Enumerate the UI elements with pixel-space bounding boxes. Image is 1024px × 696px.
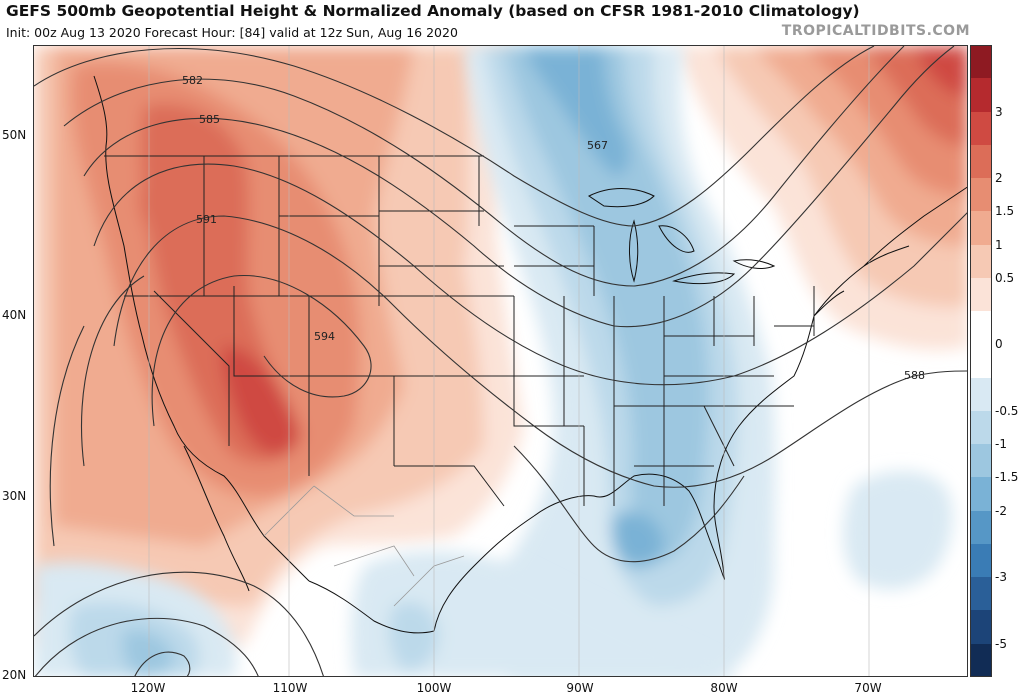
colorbar: 3 2 1.5 1 0.5 0 -0.5 -1 -1.5 -2 -3 -5 bbox=[970, 45, 1022, 678]
colorbar-cell bbox=[970, 344, 992, 379]
colorbar-cell bbox=[970, 643, 992, 678]
contour-label-567: 567 bbox=[587, 139, 608, 152]
colorbar-label: 3 bbox=[995, 104, 1003, 119]
cool-anomaly-south bbox=[34, 471, 953, 676]
colorbar-label: -5 bbox=[995, 636, 1007, 651]
contour-label-594: 594 bbox=[314, 330, 335, 343]
colorbar-label: 2 bbox=[995, 171, 1003, 186]
colorbar-label: 0.5 bbox=[995, 270, 1015, 285]
colorbar-cell bbox=[970, 577, 992, 611]
colorbar-cell bbox=[970, 211, 992, 246]
colorbar-cell bbox=[970, 277, 992, 312]
colorbar-cell bbox=[970, 477, 992, 512]
colorbar-label: -3 bbox=[995, 570, 1007, 585]
colorbar-cell bbox=[970, 410, 992, 445]
lon-label-90w: 90W bbox=[566, 681, 594, 695]
state-borders bbox=[104, 155, 815, 507]
contour-label-582: 582 bbox=[182, 74, 203, 87]
colorbar-cell bbox=[970, 377, 992, 412]
cool-anomaly-east bbox=[464, 46, 776, 676]
anomaly-map: 582 585 591 594 567 588 bbox=[33, 45, 968, 677]
lon-label-120w: 120W bbox=[130, 681, 166, 695]
colorbar-cell bbox=[970, 144, 992, 179]
contour-labels: 582 585 591 594 567 588 bbox=[182, 74, 925, 382]
height-contours bbox=[34, 46, 967, 676]
lon-label-110w: 110W bbox=[272, 681, 308, 695]
lon-label-80w: 80W bbox=[710, 681, 738, 695]
colorbar-label: -2 bbox=[995, 503, 1007, 518]
map-canvas: 582 585 591 594 567 588 bbox=[34, 46, 967, 676]
colorbar-cell bbox=[970, 178, 992, 212]
lat-label-40n: 40N bbox=[2, 308, 27, 322]
lat-label-20n: 20N bbox=[2, 668, 27, 682]
lat-label-50n: 50N bbox=[2, 128, 27, 142]
colorbar-label: -0.5 bbox=[995, 403, 1019, 418]
colorbar-cell bbox=[970, 444, 992, 478]
contour-label-585: 585 bbox=[199, 113, 220, 126]
colorbar-label: -1.5 bbox=[995, 470, 1019, 485]
colorbar-label: -1 bbox=[995, 437, 1007, 452]
warm-anomaly-west bbox=[34, 46, 524, 646]
great-lakes bbox=[588, 188, 776, 285]
forecast-subtitle: Init: 00z Aug 13 2020 Forecast Hour: [84… bbox=[6, 25, 458, 40]
colorbar-cell bbox=[970, 78, 992, 112]
warm-anomaly-northeast bbox=[674, 46, 967, 350]
colorbar-cell bbox=[970, 543, 992, 578]
brand-watermark[interactable]: TROPICALTIDBITS.COM bbox=[781, 23, 970, 39]
lat-label-30n: 30N bbox=[2, 489, 27, 503]
contour-label-591: 591 bbox=[196, 213, 217, 226]
colorbar-label: 1 bbox=[995, 237, 1003, 252]
colorbar-cell bbox=[970, 111, 992, 146]
colorbar-label: 0 bbox=[995, 337, 1003, 352]
colorbar-cell bbox=[970, 610, 992, 645]
lon-label-70w: 70W bbox=[854, 681, 882, 695]
contour-label-588: 588 bbox=[904, 369, 925, 382]
lon-label-100w: 100W bbox=[416, 681, 452, 695]
colorbar-cell bbox=[970, 510, 992, 545]
colorbar-cell bbox=[970, 311, 992, 345]
colorbar-label: 1.5 bbox=[995, 204, 1015, 219]
chart-title: GEFS 500mb Geopotential Height & Normali… bbox=[6, 2, 860, 20]
colorbar-cell bbox=[970, 244, 992, 279]
colorbar-cell bbox=[970, 45, 992, 79]
graticule bbox=[148, 46, 870, 676]
